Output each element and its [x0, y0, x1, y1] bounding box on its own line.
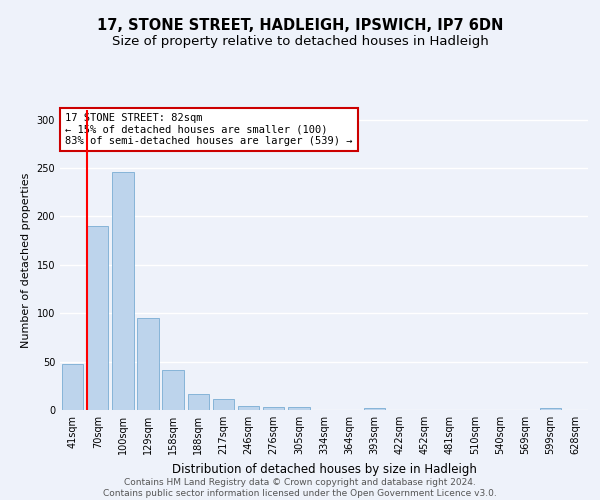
Bar: [364, 408, 385, 410]
Bar: [137, 318, 158, 410]
Bar: [213, 400, 234, 410]
Text: Contains HM Land Registry data © Crown copyright and database right 2024.
Contai: Contains HM Land Registry data © Crown c…: [103, 478, 497, 498]
Bar: [539, 408, 561, 410]
Text: Size of property relative to detached houses in Hadleigh: Size of property relative to detached ho…: [112, 35, 488, 48]
Bar: [163, 370, 184, 410]
Bar: [112, 172, 134, 410]
Bar: [87, 226, 109, 410]
Bar: [188, 394, 209, 410]
Y-axis label: Number of detached properties: Number of detached properties: [21, 172, 31, 348]
Bar: [238, 406, 259, 410]
Text: 17, STONE STREET, HADLEIGH, IPSWICH, IP7 6DN: 17, STONE STREET, HADLEIGH, IPSWICH, IP7…: [97, 18, 503, 32]
Text: 17 STONE STREET: 82sqm
← 15% of detached houses are smaller (100)
83% of semi-de: 17 STONE STREET: 82sqm ← 15% of detached…: [65, 113, 353, 146]
Bar: [263, 407, 284, 410]
Bar: [288, 407, 310, 410]
Bar: [62, 364, 83, 410]
X-axis label: Distribution of detached houses by size in Hadleigh: Distribution of detached houses by size …: [172, 462, 476, 475]
